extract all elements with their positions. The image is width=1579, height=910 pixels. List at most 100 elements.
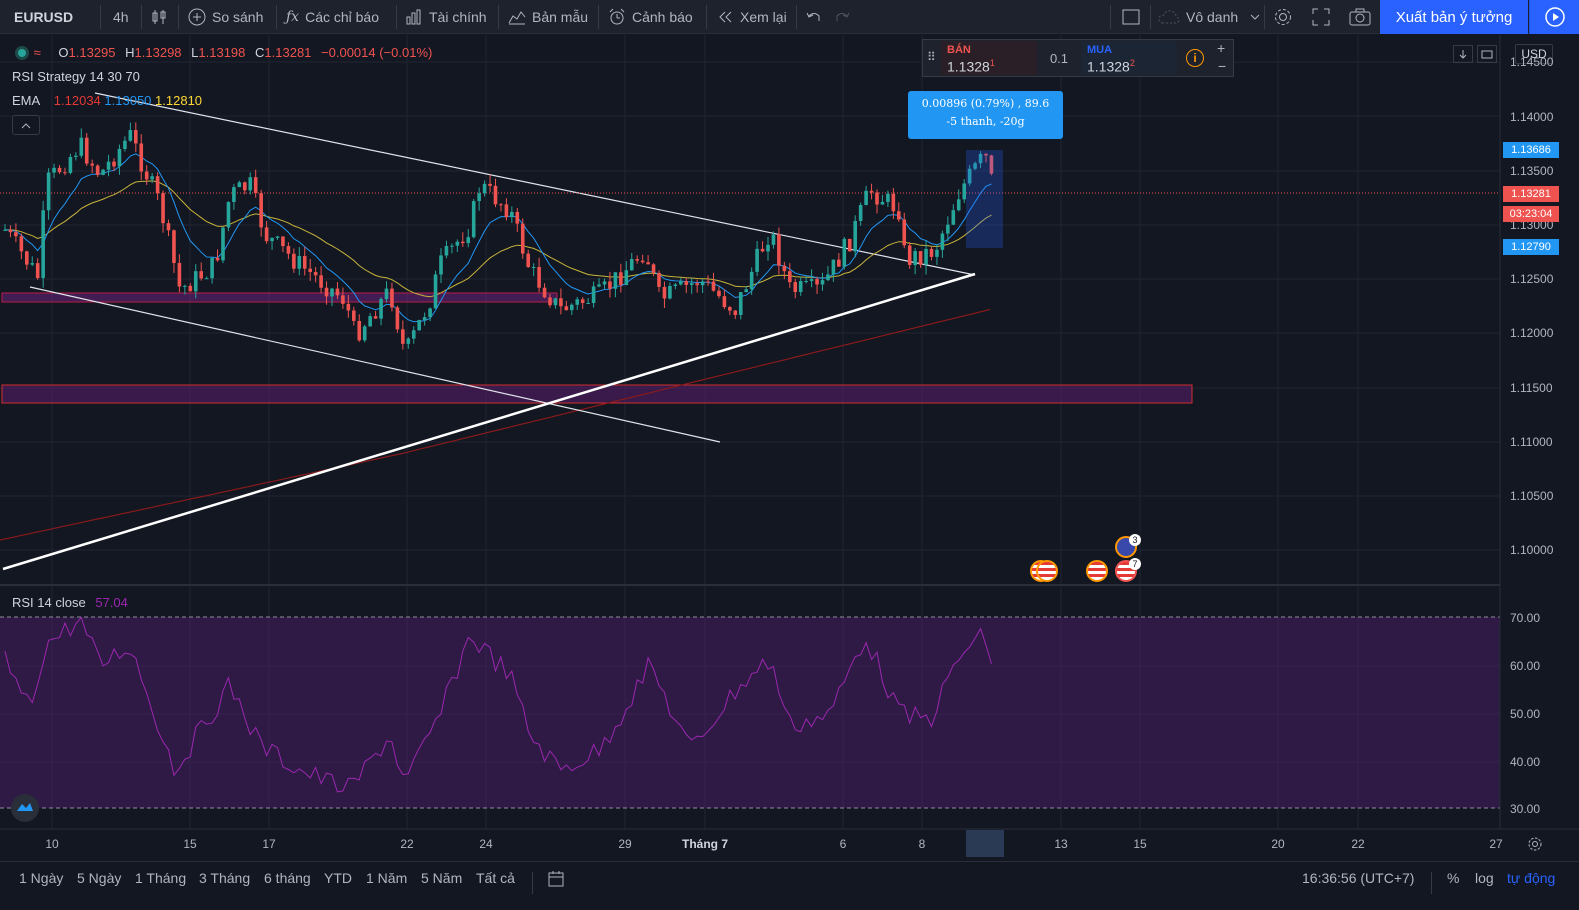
range-5d[interactable]: 5 Ngày xyxy=(77,870,122,886)
candle-body xyxy=(308,268,312,273)
tradingview-logo[interactable] xyxy=(11,794,39,822)
candle-body xyxy=(935,249,939,257)
collapse-legend-button[interactable] xyxy=(12,115,40,135)
indicators-button[interactable]: ƒx Các chỉ báo xyxy=(286,0,379,34)
candle-body xyxy=(793,282,798,292)
undo-button[interactable] xyxy=(806,0,822,34)
alert-button[interactable]: Cảnh báo xyxy=(608,0,693,34)
candle-body xyxy=(466,237,471,244)
range-1d[interactable]: 1 Ngày xyxy=(19,870,64,886)
range-1y[interactable]: 1 Năm xyxy=(366,870,408,886)
drag-handle-icon[interactable]: ⠿ xyxy=(927,50,936,64)
candle-body xyxy=(853,220,857,252)
candle-body xyxy=(444,246,449,256)
alert-label: Cảnh báo xyxy=(632,9,693,25)
range-ytd[interactable]: YTD xyxy=(324,870,352,886)
layout-name-button[interactable]: Vô danh xyxy=(1158,0,1260,34)
rsi-value: 57.04 xyxy=(95,595,128,610)
candle-body xyxy=(41,210,45,279)
buy-button[interactable]: MUA 1.13282 xyxy=(1081,41,1177,75)
candle-body xyxy=(134,130,138,144)
candle-body xyxy=(144,171,149,180)
range-6m[interactable]: 6 tháng xyxy=(264,870,311,886)
compare-button[interactable]: So sánh xyxy=(188,0,263,34)
candle-body xyxy=(346,303,351,311)
candle-body xyxy=(155,176,160,194)
close-value: 1.13281 xyxy=(264,45,312,60)
log-scale-toggle[interactable]: log xyxy=(1475,870,1494,886)
high-value: 1.13298 xyxy=(134,45,182,60)
candle-body xyxy=(700,281,705,286)
cloud-icon xyxy=(1158,9,1180,25)
candle-body xyxy=(57,167,62,173)
rsi-legend[interactable]: RSI 14 close 57.04 xyxy=(12,595,128,610)
ema-label: EMA xyxy=(12,93,41,108)
maximize-pane-button[interactable] xyxy=(1477,45,1497,63)
candle-body xyxy=(619,272,623,286)
rsi-strategy-legend[interactable]: RSI Strategy 14 30 70 xyxy=(12,69,140,84)
auto-scale-toggle[interactable]: tự động xyxy=(1507,870,1556,886)
candle-body xyxy=(3,229,7,231)
candle-body xyxy=(640,260,645,263)
candle-body xyxy=(384,288,389,300)
templates-label: Bản mẫu xyxy=(532,9,589,25)
candle-body xyxy=(722,296,727,308)
change-value: −0.00014 (−0.01%) xyxy=(321,45,433,60)
plus-icon[interactable]: + xyxy=(1217,40,1226,56)
price-chart[interactable] xyxy=(0,35,1579,861)
chart-type-button[interactable] xyxy=(150,0,168,34)
minus-icon[interactable]: − xyxy=(1218,58,1227,74)
ema-legend[interactable]: EMA 1.12034 1.13050 1.12810 xyxy=(12,93,202,108)
wave-icon: ≈ xyxy=(33,45,41,60)
templates-button[interactable]: Bản mẫu xyxy=(508,0,588,34)
currency-button[interactable]: USD xyxy=(1515,44,1553,64)
symbol-search[interactable]: EURUSD xyxy=(14,0,73,34)
settings-button[interactable] xyxy=(1273,0,1293,34)
us-event-flag-icon[interactable] xyxy=(1036,560,1058,582)
clock-timezone[interactable]: 16:36:56 (UTC+7) xyxy=(1302,870,1415,886)
price-tick: 1.11500 xyxy=(1510,381,1553,395)
candle-body xyxy=(352,310,356,321)
candle-body xyxy=(973,163,977,169)
us-event-flag-icon[interactable] xyxy=(1086,560,1108,582)
time-tick: 29 xyxy=(618,837,632,851)
candle-body xyxy=(553,298,558,306)
go-to-date-button[interactable] xyxy=(547,870,565,891)
range-1m[interactable]: 1 Tháng xyxy=(135,870,187,886)
redo-button[interactable] xyxy=(834,0,850,34)
candle-body xyxy=(831,259,836,275)
visibility-dot[interactable] xyxy=(18,49,26,57)
publish-idea-button[interactable]: Xuất bản ý tưởng xyxy=(1380,0,1528,34)
buy-price-wrap: 1.13282 xyxy=(1087,58,1135,75)
interval-button[interactable]: 4h xyxy=(113,0,129,34)
layout-name-label: Vô danh xyxy=(1186,9,1239,25)
channel-upper-line xyxy=(94,92,976,276)
publish-label: Xuất bản ý tưởng xyxy=(1395,8,1513,26)
range-all[interactable]: Tất cả xyxy=(476,870,515,886)
scale-down-button[interactable] xyxy=(1453,45,1473,63)
candle-body xyxy=(264,227,269,242)
candle-body xyxy=(35,263,40,279)
info-icon[interactable]: i xyxy=(1186,49,1204,67)
axis-settings-button[interactable] xyxy=(1527,836,1543,855)
sell-button[interactable]: BÁN 1.13281 xyxy=(941,41,1037,75)
candle-body xyxy=(101,169,105,175)
screenshot-button[interactable] xyxy=(1349,0,1371,34)
financials-button[interactable]: Tài chính xyxy=(405,0,487,34)
fullscreen-button[interactable] xyxy=(1312,0,1330,34)
function-icon: ƒx xyxy=(286,9,300,25)
candle-body xyxy=(90,163,94,166)
range-5y[interactable]: 5 Năm xyxy=(421,870,463,886)
buy-sell-panel: ⠿ BÁN 1.13281 0.1 MUA 1.13282 i + − xyxy=(922,39,1234,77)
replay-button[interactable]: Xem lại xyxy=(716,0,787,34)
time-highlight xyxy=(966,830,1004,857)
quantity-field[interactable]: 0.1 xyxy=(1049,51,1069,66)
candle-body xyxy=(390,288,394,308)
fullscreen-layout-button[interactable] xyxy=(1122,0,1140,34)
time-tick: 27 xyxy=(1489,837,1503,851)
play-button[interactable] xyxy=(1529,0,1579,34)
range-3m[interactable]: 3 Tháng xyxy=(199,870,251,886)
percent-scale-toggle[interactable]: % xyxy=(1447,870,1460,886)
candle-body xyxy=(755,248,759,272)
candle-body xyxy=(63,172,67,174)
